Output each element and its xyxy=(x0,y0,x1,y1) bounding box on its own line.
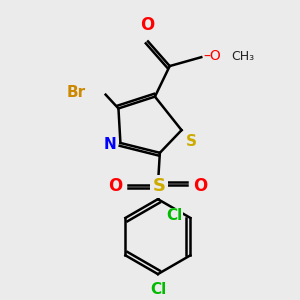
Text: S: S xyxy=(185,134,197,149)
Text: Cl: Cl xyxy=(166,208,182,224)
Text: N: N xyxy=(104,137,116,152)
Text: O: O xyxy=(140,16,154,34)
Text: CH₃: CH₃ xyxy=(231,50,254,63)
Text: O: O xyxy=(194,177,208,195)
Text: Cl: Cl xyxy=(150,282,166,297)
Text: O: O xyxy=(108,177,122,195)
Text: –O: –O xyxy=(203,49,221,63)
Text: Br: Br xyxy=(67,85,86,100)
Text: S: S xyxy=(152,177,165,195)
